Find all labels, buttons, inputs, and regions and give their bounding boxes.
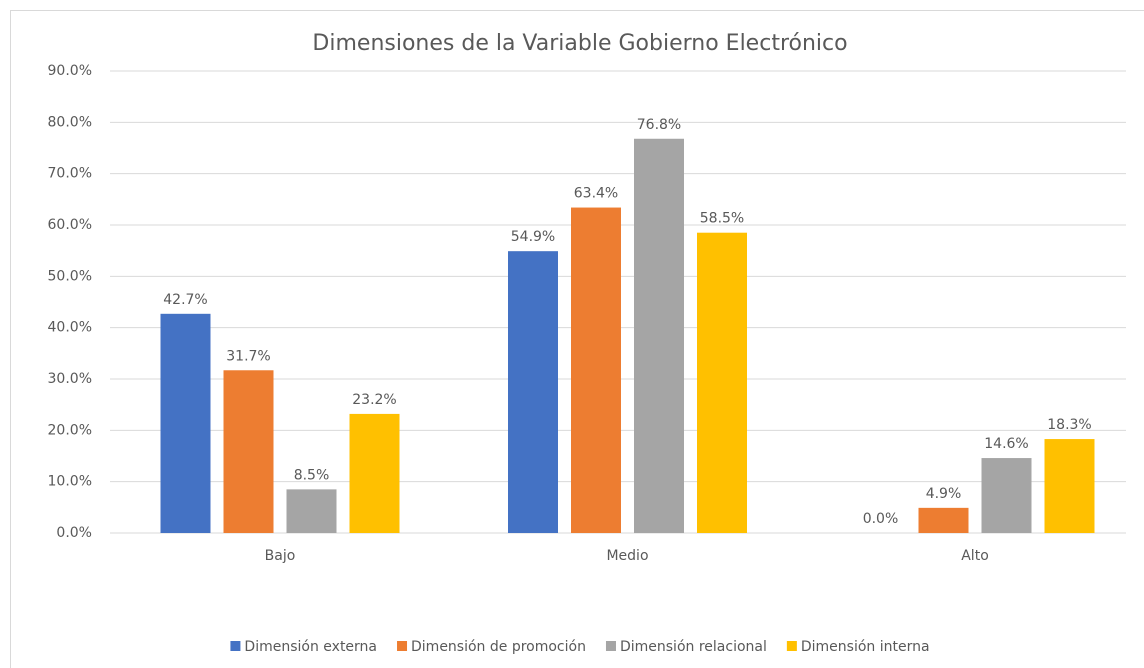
bar (223, 370, 274, 533)
y-tick-label: 10.0% (48, 474, 92, 490)
chart-title: Dimensiones de la Variable Gobierno Elec… (312, 31, 847, 56)
bar (634, 138, 684, 533)
legend-label: Dimensión externa (244, 639, 377, 655)
data-label: 63.4% (574, 186, 618, 202)
y-tick-label: 30.0% (48, 371, 92, 387)
y-tick-label: 50.0% (48, 268, 92, 284)
legend-label: Dimensión de promoción (411, 639, 586, 655)
data-label: 0.0% (863, 511, 899, 527)
legend-label: Dimensión relacional (620, 639, 767, 655)
bar (286, 489, 337, 533)
legend-swatch (230, 641, 241, 651)
x-tick-label: Alto (961, 548, 989, 564)
y-tick-label: 70.0% (48, 166, 92, 182)
data-label: 76.8% (637, 117, 681, 133)
x-tick-label: Medio (606, 548, 648, 564)
y-tick-label: 0.0% (56, 525, 92, 541)
data-label: 58.5% (700, 211, 744, 227)
y-tick-label: 60.0% (48, 217, 92, 233)
bar (981, 458, 1032, 533)
legend-label: Dimensión interna (801, 639, 930, 655)
data-label: 14.6% (984, 436, 1028, 452)
data-label: 8.5% (294, 467, 330, 483)
bar (571, 207, 621, 533)
y-tick-label: 90.0% (48, 63, 92, 79)
legend-swatch (786, 641, 797, 651)
data-label: 18.3% (1047, 417, 1091, 433)
bar (918, 507, 969, 533)
bar (697, 232, 747, 533)
bar (160, 313, 211, 533)
data-label: 4.9% (926, 486, 962, 502)
x-tick-label: Bajo (265, 548, 296, 564)
legend-swatch (605, 641, 616, 651)
data-label: 31.7% (226, 348, 270, 364)
data-label: 23.2% (352, 392, 396, 408)
bar (508, 251, 558, 533)
data-label: 54.9% (511, 229, 555, 245)
y-tick-label: 40.0% (48, 320, 92, 336)
y-tick-label: 20.0% (48, 422, 92, 438)
bar (1044, 439, 1095, 533)
bar (349, 413, 400, 533)
y-tick-label: 80.0% (48, 114, 92, 130)
data-label: 42.7% (163, 292, 207, 308)
legend-swatch (397, 641, 408, 651)
